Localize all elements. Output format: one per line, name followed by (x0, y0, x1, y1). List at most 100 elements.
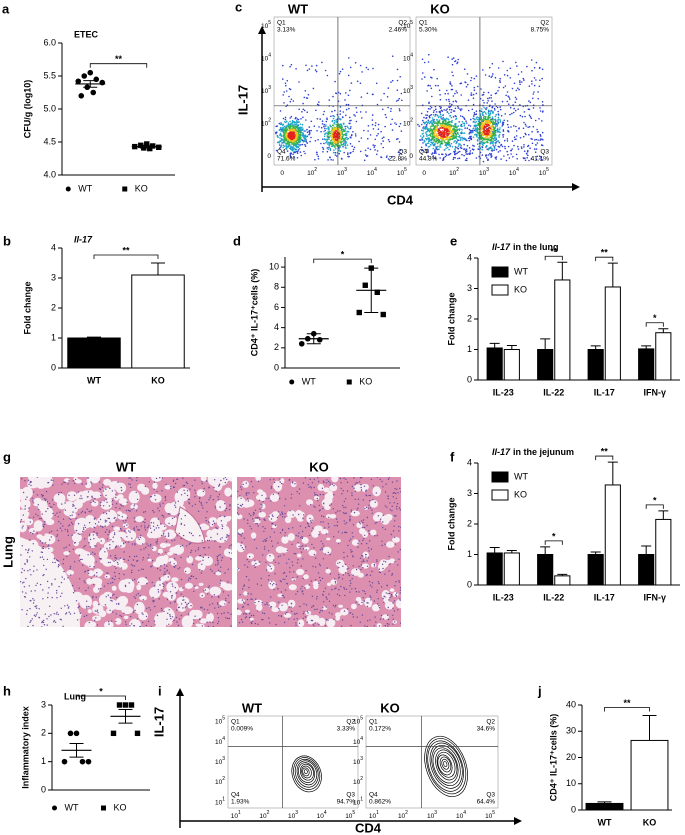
cell-dot (282, 78, 284, 80)
nucleus (156, 490, 158, 493)
nucleus (67, 534, 70, 536)
nucleus (114, 565, 116, 568)
nucleus (181, 544, 184, 547)
cell-dot (461, 139, 464, 141)
cell-dot (422, 130, 425, 132)
nucleus (70, 518, 72, 521)
nucleus (131, 543, 134, 545)
cell-dot (510, 149, 513, 152)
nucleus (32, 624, 34, 627)
cell-dot (430, 120, 433, 122)
cell-dot (295, 149, 298, 151)
alveolus (159, 542, 168, 549)
nucleus (166, 565, 168, 567)
cell-dot (426, 151, 428, 154)
cell-dot (533, 77, 536, 79)
tick-exponent: 5 (410, 20, 413, 26)
cell-dot (381, 137, 384, 140)
nucleus (164, 571, 166, 573)
cell-dot (535, 148, 538, 150)
cell-dot (498, 133, 501, 136)
alveolus (176, 596, 190, 606)
x-tick-label: 102 (398, 810, 408, 819)
alveolus (97, 570, 104, 575)
cell-dot (333, 115, 336, 118)
data-point (150, 143, 156, 149)
nucleus (107, 582, 109, 585)
cell-dot (484, 107, 487, 110)
nucleus (178, 513, 180, 515)
alveolus (312, 581, 319, 587)
nucleus (192, 576, 195, 578)
legend-label: KO (135, 183, 148, 193)
y-axis-label: Fold change (22, 281, 32, 334)
cell-dot (522, 127, 525, 130)
cell-dot (447, 140, 450, 142)
nucleus (71, 523, 74, 525)
tick-exponent: 3 (410, 85, 413, 91)
nucleus (99, 518, 102, 521)
nucleus (134, 503, 136, 505)
nucleus (190, 532, 193, 535)
nucleus (173, 565, 175, 568)
cell-dot (487, 154, 490, 156)
side-label: Lung (0, 536, 15, 568)
cell-dot (423, 127, 425, 130)
nucleus (225, 536, 228, 538)
cell-dot (474, 121, 476, 124)
cell-dot (473, 86, 476, 89)
x-arrow-head (514, 817, 522, 825)
cell-dot (484, 120, 486, 123)
nucleus (124, 541, 127, 543)
cell-dot (377, 123, 380, 126)
nucleus (219, 515, 221, 517)
alveolus (228, 477, 232, 482)
alveolus (117, 494, 124, 500)
cell-dot (380, 130, 382, 133)
alveolus (201, 556, 210, 565)
cell-dot (498, 128, 501, 131)
nucleus (120, 615, 123, 618)
nucleus (87, 491, 90, 493)
cell-dot (504, 85, 507, 87)
cell-dot (441, 127, 444, 129)
cell-dot (532, 107, 535, 109)
cell-dot (284, 116, 287, 119)
chart-title: ETEC (74, 29, 99, 39)
nucleus (87, 477, 89, 479)
nucleus (63, 570, 65, 573)
alveolus (255, 477, 262, 481)
nucleus (129, 483, 131, 485)
cell-dot (366, 92, 369, 95)
nucleus (110, 620, 113, 622)
cell-dot (472, 136, 475, 138)
cell-dot (289, 124, 291, 127)
alveolus (74, 479, 82, 484)
cell-dot (359, 82, 362, 84)
nucleus (106, 572, 108, 574)
nucleus (118, 602, 120, 605)
cell-dot (465, 86, 468, 88)
nucleus (49, 531, 51, 533)
nucleus (153, 511, 155, 513)
cell-dot (469, 150, 472, 152)
alveolus (116, 531, 127, 539)
nucleus (171, 540, 173, 542)
nucleus (149, 545, 151, 547)
nucleus (118, 573, 121, 575)
cell-dot (454, 92, 456, 95)
cell-dot (464, 149, 467, 152)
cell-dot (308, 68, 311, 70)
significance-bracket (544, 255, 563, 261)
cell-dot (302, 102, 304, 105)
nucleus (64, 528, 67, 531)
y-tick-label: 102 (215, 777, 225, 786)
nucleus (142, 621, 144, 624)
cell-dot (289, 120, 291, 123)
nucleus (86, 508, 88, 510)
nucleus (41, 494, 43, 496)
cell-dot (477, 85, 479, 88)
alveolus (187, 602, 193, 609)
cell-dot (333, 149, 335, 151)
